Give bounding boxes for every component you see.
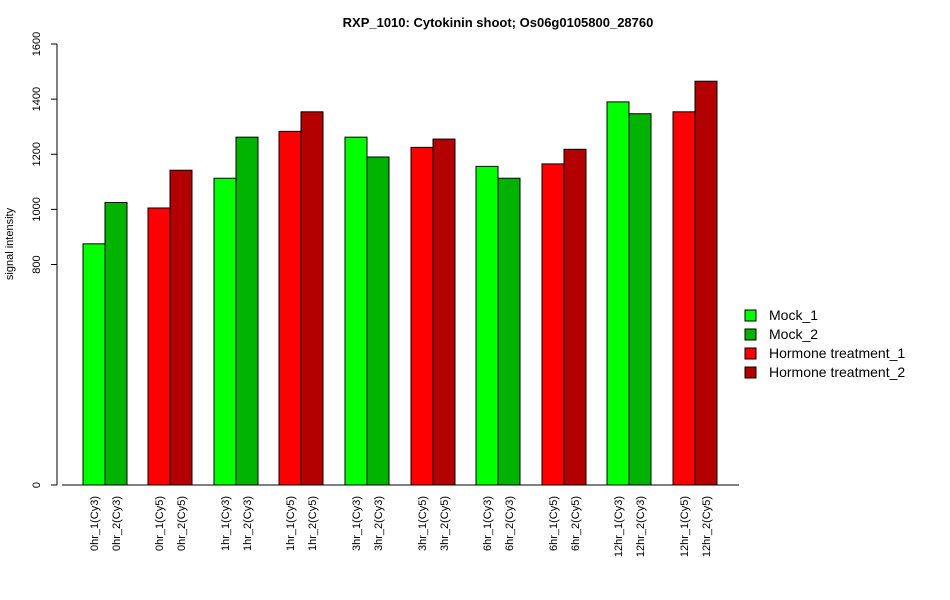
x-tick-label: 6hr_2(Cy3): [504, 496, 516, 551]
legend-swatch: [744, 328, 757, 341]
x-tick-label: 12hr_1(Cy5): [679, 496, 691, 557]
x-tick-label: 0hr_1(Cy5): [154, 496, 166, 551]
bar: [628, 113, 652, 486]
bar: [278, 130, 302, 486]
x-tick-label: 12hr_2(Cy3): [635, 496, 647, 557]
legend: Mock_1 Mock_2 Hormone treatment_1 Hormone t…: [744, 307, 905, 380]
bar: [147, 207, 171, 486]
bar: [104, 201, 128, 486]
x-tick-label: 6hr_1(Cy3): [482, 496, 494, 551]
x-tick-label: 6hr_1(Cy5): [548, 496, 560, 551]
x-tick-label: 12hr_1(Cy3): [613, 496, 625, 557]
bar: [366, 156, 390, 486]
legend-swatch: [744, 366, 757, 379]
y-tick-label: 1600: [31, 32, 43, 56]
bar: [541, 163, 565, 486]
bar: [475, 165, 499, 486]
bar: [606, 101, 630, 486]
x-tick-label: 1hr_2(Cy3): [242, 496, 254, 551]
bar: [432, 138, 456, 486]
bar: [82, 243, 106, 486]
legend-label: Hormone treatment_2: [769, 364, 905, 380]
y-tick-label: 0: [31, 482, 43, 488]
x-tick-label: 1hr_1(Cy3): [220, 496, 232, 551]
y-tick-label: 800: [31, 255, 43, 273]
y-tick-label: 1400: [31, 87, 43, 111]
x-tick-label: 0hr_2(Cy3): [111, 496, 123, 551]
bar: [672, 111, 696, 486]
bar: [497, 177, 521, 486]
legend-label: Hormone treatment_1: [769, 345, 905, 361]
x-tick-label: 3hr_2(Cy5): [439, 496, 451, 551]
x-tick-label: 3hr_2(Cy3): [373, 496, 385, 551]
y-tick-label: 1000: [31, 197, 43, 221]
bar: [344, 136, 368, 486]
legend-swatch: [744, 309, 757, 322]
x-tick-label: 0hr_2(Cy5): [176, 496, 188, 551]
x-tick-label: 12hr_2(Cy5): [701, 496, 713, 557]
x-tick-label: 3hr_1(Cy5): [417, 496, 429, 551]
x-tick-label: 1hr_2(Cy5): [307, 496, 319, 551]
x-tick-label: 0hr_1(Cy3): [89, 496, 101, 551]
bar: [410, 146, 434, 486]
legend-swatch: [744, 347, 757, 360]
legend-label: Mock_1: [769, 307, 818, 323]
y-tick-label: 1200: [31, 142, 43, 166]
bar: [300, 111, 324, 486]
x-tick-label: 6hr_2(Cy5): [570, 496, 582, 551]
bar: [694, 80, 718, 486]
x-tick-label: 1hr_1(Cy5): [285, 496, 297, 551]
x-tick-label: 3hr_1(Cy3): [351, 496, 363, 551]
bar: [235, 136, 259, 486]
bar: [563, 148, 587, 486]
chart-title: RXP_1010: Cytokinin shoot; Os06g0105800_…: [343, 15, 654, 30]
plot-area: 0 800 1000 1200 1400 1600 0hr_1(Cy3) 0hr_2(Cy3)…: [31, 32, 739, 557]
legend-label: Mock_2: [769, 326, 818, 342]
bar: [169, 169, 193, 486]
y-axis-label: signal intensity: [4, 207, 16, 280]
bar: [213, 177, 237, 486]
